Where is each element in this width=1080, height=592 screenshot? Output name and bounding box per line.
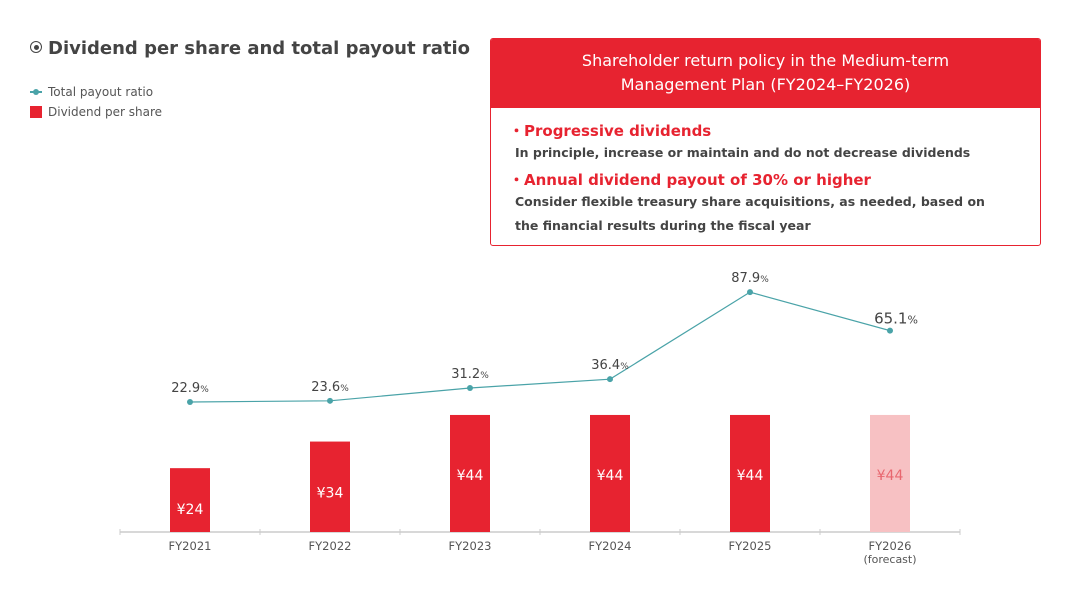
bar-swatch-icon	[30, 106, 42, 118]
bar	[870, 414, 910, 532]
bullet-circle-icon	[30, 41, 42, 53]
policy-header: Shareholder return policy in the Medium-…	[491, 39, 1040, 108]
payout-point	[467, 384, 473, 391]
payout-point	[187, 398, 193, 405]
payout-label: 23.6%	[311, 380, 349, 395]
bar-label: ¥44	[597, 468, 624, 484]
policy-box: Shareholder return policy in the Medium-…	[490, 38, 1041, 246]
payout-point	[327, 397, 333, 404]
payout-label: 65.1%	[874, 310, 918, 328]
line-marker-icon	[30, 89, 42, 95]
chart-title: Dividend per share and total payout rati…	[30, 38, 470, 59]
policy-point-title: ・Progressive dividends	[509, 122, 712, 140]
payout-point	[887, 327, 893, 334]
payout-label: 31.2%	[451, 367, 489, 382]
bar-label: ¥44	[457, 468, 484, 484]
bar	[310, 441, 350, 532]
category-label: FY2021	[169, 539, 212, 553]
bar-label: ¥24	[177, 502, 204, 518]
policy-point-desc: In principle, increase or maintain and d…	[515, 145, 971, 160]
category-label: FY2026	[869, 539, 912, 553]
policy-header-line2: Management Plan (FY2024–FY2026)	[620, 75, 911, 94]
category-label: FY2022	[309, 539, 352, 553]
policy-header-line1: Shareholder return policy in the Medium-…	[581, 51, 950, 70]
policy-point-desc: Consider flexible treasury share acquisi…	[515, 194, 985, 209]
legend-bar-label: Dividend per share	[48, 105, 163, 119]
chart-title-text: Dividend per share and total payout rati…	[48, 38, 471, 59]
payout-point	[607, 376, 613, 383]
policy-point-title: ・Annual dividend payout of 30% or higher	[509, 171, 871, 189]
legend-line: Total payout ratio	[30, 82, 162, 102]
legend-line-label: Total payout ratio	[48, 85, 154, 99]
category-label: FY2023	[449, 539, 492, 553]
bar-label: ¥44	[737, 468, 764, 484]
payout-point	[747, 289, 753, 296]
category-label: FY2024	[589, 539, 632, 553]
payout-label: 22.9%	[171, 381, 209, 396]
bar-label: ¥34	[317, 486, 344, 502]
payout-line	[189, 291, 891, 403]
bar	[170, 468, 210, 532]
legend: Total payout ratio Dividend per share	[30, 82, 162, 122]
bar	[730, 414, 770, 532]
legend-bar: Dividend per share	[30, 102, 162, 122]
bar	[590, 414, 630, 532]
payout-label: 87.9%	[731, 271, 769, 286]
bar-label: ¥44	[877, 468, 904, 484]
category-sublabel: (forecast)	[863, 553, 916, 566]
policy-point-desc: the financial results during the fiscal …	[515, 218, 811, 233]
payout-label: 36.4%	[591, 358, 629, 373]
bar	[450, 414, 490, 532]
category-label: FY2025	[729, 539, 772, 553]
